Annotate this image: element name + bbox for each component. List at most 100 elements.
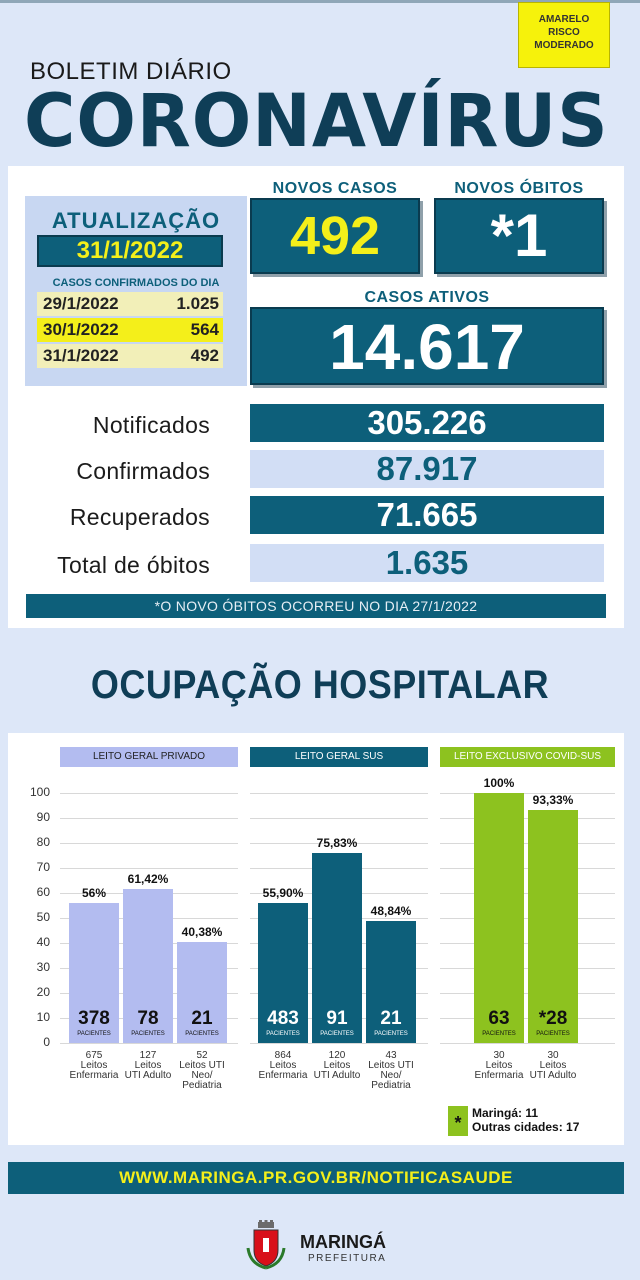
stat-value-total-deaths: 1.635 — [250, 544, 604, 582]
stat-value-recovered: 71.665 — [250, 496, 604, 534]
bar-patient-count: 91 — [326, 1008, 348, 1029]
bar-bed-caption: UTI Adulto — [124, 1070, 172, 1081]
stat-label-notified: Notificados — [92, 412, 210, 438]
chart-bar — [258, 903, 308, 1043]
y-axis-tick-label: 0 — [43, 1035, 50, 1049]
confirmed-row: 30/1/2022 564 — [37, 318, 223, 342]
bar-patient-count-label: PACIENTES — [320, 1031, 354, 1037]
bar-bed-count: 675 — [85, 1050, 103, 1061]
chart-gridline — [440, 843, 615, 844]
chart-bar — [123, 889, 173, 1043]
chart-gridline — [440, 918, 615, 919]
bar-patient-count: *28 — [538, 1008, 568, 1029]
confirmed-row: 31/1/2022 492 — [37, 344, 223, 368]
stat-value-confirmed: 87.917 — [250, 450, 604, 488]
chart-group-header: LEITO GERAL SUS — [250, 747, 428, 767]
bar-patient-count: 63 — [488, 1008, 510, 1029]
bar-bed-count: 30 — [547, 1050, 559, 1061]
chart-gridline — [60, 1043, 238, 1044]
bar-bed-caption: UTI Adulto — [529, 1070, 577, 1081]
bar-bed-caption: Neo/ — [191, 1070, 213, 1081]
y-axis-tick-label: 40 — [36, 935, 50, 949]
bar-bed-caption: Leitos — [269, 1060, 297, 1071]
top-divider — [0, 0, 640, 3]
chart-gridline — [440, 868, 615, 869]
bar-bed-caption: Enfermaria — [474, 1070, 524, 1081]
stat-label-confirmed: Confirmados — [76, 458, 210, 484]
bar-bed-count: 864 — [274, 1050, 292, 1061]
chart-gridline — [440, 893, 615, 894]
y-axis-tick-label: 100 — [29, 785, 50, 799]
asterisk-legend-icon: * — [448, 1106, 468, 1136]
bar-bed-caption: Leitos — [485, 1060, 513, 1071]
stat-label-recovered: Recuperados — [69, 504, 210, 530]
confirmed-row-date: 30/1/2022 — [43, 320, 119, 339]
bar-patient-count: 378 — [78, 1008, 110, 1029]
chart-gridline — [60, 843, 238, 844]
bar-bed-caption: Neo/ — [380, 1070, 402, 1081]
bar-percent-label: 100% — [483, 776, 515, 790]
bar-patient-count-label: PACIENTES — [536, 1031, 570, 1037]
bulletin-subtitle: BOLETIM DIÁRIO — [30, 58, 232, 85]
y-axis-tick-label: 90 — [36, 810, 50, 824]
bar-bed-caption: Leitos — [539, 1060, 567, 1071]
chart-bar — [528, 810, 578, 1043]
bar-patient-count-label: PACIENTES — [482, 1031, 516, 1037]
bar-bed-caption: Leitos — [323, 1060, 351, 1071]
bar-percent-label: 55,90% — [262, 886, 304, 900]
chart-gridline — [250, 793, 428, 794]
confirmed-cases-title: CASOS CONFIRMADOS DO DIA — [52, 277, 220, 289]
chart-bar — [474, 793, 524, 1043]
chart-gridline — [60, 818, 238, 819]
bar-bed-caption: Leitos — [80, 1060, 108, 1071]
legend-line-maringa: Maringá: 11 — [472, 1106, 539, 1120]
bar-bed-count: 52 — [196, 1050, 208, 1061]
chart-gridline — [440, 1018, 615, 1019]
bar-bed-count: 43 — [385, 1050, 397, 1061]
new-cases-value: 492 — [250, 198, 420, 274]
new-deaths-value: *1 — [434, 198, 604, 274]
bar-bed-caption: Enfermaria — [69, 1070, 119, 1081]
chart-bar — [69, 903, 119, 1043]
bar-bed-caption: Pediatria — [182, 1080, 222, 1091]
active-cases-value: 14.617 — [250, 307, 604, 385]
maringa-coat-of-arms-icon — [246, 1220, 286, 1270]
bulletin-title: CORONAVÍRUS — [24, 77, 609, 165]
chart-gridline — [60, 793, 238, 794]
alert-level-badge: AMARELO RISCO MODERADO — [518, 2, 610, 68]
notification-url-link[interactable]: WWW.MARINGA.PR.GOV.BR/NOTIFICASAUDE — [8, 1162, 624, 1194]
city-logo-name: MARINGÁ — [300, 1232, 386, 1252]
update-label: ATUALIZAÇÃO — [51, 208, 221, 233]
y-axis-tick-label: 80 — [36, 835, 50, 849]
y-axis-tick-label: 50 — [36, 910, 50, 924]
stat-value-notified: 305.226 — [250, 404, 604, 442]
chart-gridline — [440, 968, 615, 969]
y-axis-tick-label: 30 — [36, 960, 50, 974]
bar-patient-count-label: PACIENTES — [77, 1031, 111, 1037]
new-cases-label: NOVOS CASOS — [272, 180, 398, 197]
active-cases-label: CASOS ATIVOS — [364, 289, 490, 306]
confirmed-row-value: 492 — [190, 346, 219, 365]
bar-patient-count-label: PACIENTES — [266, 1031, 300, 1037]
bar-percent-label: 56% — [81, 886, 107, 900]
bar-patient-count: 21 — [380, 1008, 402, 1029]
bar-patient-count-label: PACIENTES — [185, 1031, 219, 1037]
bar-bed-caption: Leitos — [134, 1060, 162, 1071]
y-axis-tick-label: 60 — [36, 885, 50, 899]
chart-gridline — [440, 993, 615, 994]
bar-patient-count: 483 — [267, 1008, 299, 1029]
hospital-occupancy-title: OCUPAÇÃO HOSPITALAR — [90, 661, 550, 707]
bar-bed-caption: Enfermaria — [258, 1070, 308, 1081]
update-date: 31/1/2022 — [37, 235, 223, 267]
confirmed-row-date: 29/1/2022 — [43, 294, 119, 313]
chart-group-header: LEITO EXCLUSIVO COVID-SUS — [440, 747, 615, 767]
bar-bed-count: 120 — [328, 1050, 346, 1061]
y-axis-tick-label: 10 — [36, 1010, 50, 1024]
chart-gridline — [250, 1043, 428, 1044]
bar-patient-count-label: PACIENTES — [374, 1031, 408, 1037]
confirmed-row: 29/1/2022 1.025 — [37, 292, 223, 316]
bar-bed-count: 30 — [493, 1050, 505, 1061]
bar-percent-label: 93,33% — [532, 793, 574, 807]
bar-bed-caption: Leitos UTI — [368, 1060, 414, 1071]
